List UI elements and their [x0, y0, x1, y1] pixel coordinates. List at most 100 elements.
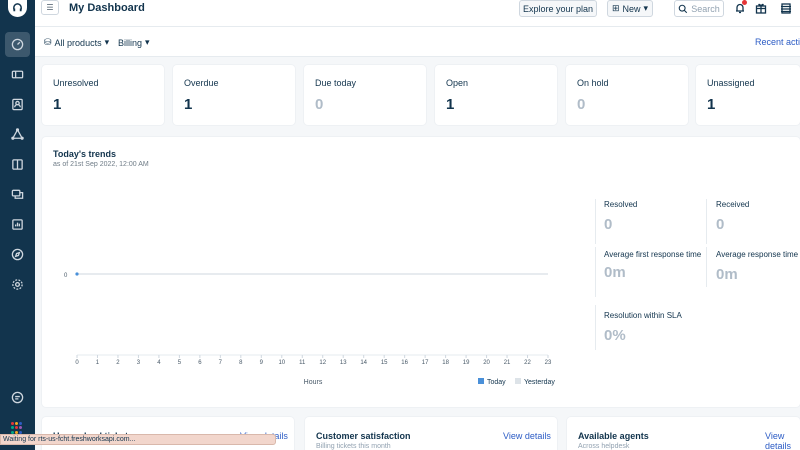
settings-gear-icon[interactable]: [5, 272, 30, 297]
metric-avg-response: Average response time 0m: [716, 249, 800, 283]
products-filter[interactable]: ⛁ All products ▾: [44, 37, 109, 48]
explore-plan-button[interactable]: Explore your plan: [519, 0, 597, 17]
stat-value: 0: [577, 96, 586, 113]
contacts-icon[interactable]: [5, 92, 30, 117]
stat-card-unresolved[interactable]: Unresolved 1: [42, 65, 164, 125]
x-tick-label: 13: [340, 360, 347, 366]
app-dot: [15, 430, 18, 434]
app-dot: [19, 426, 22, 430]
app-dot: [11, 430, 14, 434]
search-button[interactable]: Search: [674, 0, 724, 17]
groups-icon[interactable]: [5, 122, 30, 147]
x-tick-label: 1: [96, 360, 100, 366]
plus-box-icon: ⊞: [611, 3, 620, 13]
metric-value: 0m: [604, 264, 626, 281]
view-details-link[interactable]: View details: [503, 431, 551, 441]
reports-icon[interactable]: [5, 212, 30, 237]
today-data-point: [75, 272, 79, 276]
x-tick-label: 11: [299, 360, 306, 366]
metric-label: Received: [716, 200, 750, 209]
sidebar: [0, 0, 35, 450]
card-subtitle: Across helpdesk: [578, 443, 630, 450]
app-dot: [11, 422, 14, 425]
legend-label-yesterday: Yesterday: [524, 379, 555, 386]
x-tick-label: 18: [442, 360, 449, 366]
knowledge-base-icon[interactable]: [5, 152, 30, 177]
x-tick-label: 3: [137, 360, 141, 366]
stat-value: 1: [446, 96, 455, 113]
metric-value: 0m: [716, 266, 738, 283]
metric-label: Average first response time: [604, 250, 702, 259]
stat-label: Open: [446, 78, 469, 88]
group-filter[interactable]: Billing ▾: [118, 37, 150, 48]
search-icon: [678, 4, 688, 13]
page-title: My Dashboard: [69, 2, 145, 14]
metric-divider: [706, 247, 707, 287]
metric-divider: [706, 199, 707, 244]
app-switcher-icon[interactable]: [11, 422, 23, 434]
x-tick-label: 9: [260, 360, 264, 366]
customer-satisfaction-card: Customer satisfaction Billing tickets th…: [305, 417, 557, 450]
legend-label-today: Today: [487, 379, 506, 386]
app-dot: [11, 426, 14, 430]
metric-value: 0%: [604, 327, 626, 344]
x-tick-label: 5: [178, 360, 182, 366]
stat-value: 1: [53, 96, 62, 113]
x-tick-label: 2: [116, 360, 120, 366]
trends-line-chart: 00 1 2 3 4 5 6 7 8 9 10 11 12 13 14 15 16 17 18 19 20 21 22 23H…: [64, 272, 555, 386]
x-tick-label: 23: [545, 360, 552, 366]
metric-label: Resolution within SLA: [604, 311, 682, 320]
x-tick-label: 20: [483, 360, 490, 366]
view-details-link[interactable]: View details: [765, 431, 792, 450]
apps-menu-icon[interactable]: [778, 0, 794, 16]
stat-card-overdue[interactable]: Overdue 1: [173, 65, 295, 125]
stat-value: 1: [184, 96, 193, 113]
x-tick-label: 21: [504, 360, 511, 366]
explore-compass-icon[interactable]: [5, 242, 30, 267]
gift-icon[interactable]: [753, 0, 769, 16]
stat-card-on-hold[interactable]: On hold 0: [566, 65, 688, 125]
messages-icon[interactable]: [5, 385, 30, 410]
metric-received: Received 0: [716, 199, 800, 233]
x-tick-label: 16: [401, 360, 408, 366]
x-tick-label: 12: [319, 360, 326, 366]
metric-sla: Resolution within SLA 0%: [604, 310, 704, 344]
stat-card-due-today[interactable]: Due today 0: [304, 65, 426, 125]
stat-card-unassigned[interactable]: Unassigned 1: [696, 65, 800, 125]
metric-value: 0: [604, 216, 613, 233]
notification-dot: [742, 0, 747, 5]
app-dot: [19, 430, 22, 434]
trends-subtitle: as of 21st Sep 2022, 12:00 AM: [53, 161, 149, 168]
products-filter-label: All products: [54, 37, 102, 48]
metric-resolved: Resolved 0: [604, 199, 704, 233]
x-tick-label: 15: [381, 360, 388, 366]
dashboard-icon[interactable]: [5, 32, 30, 57]
stat-value: 0: [315, 96, 324, 113]
notifications-bell-icon[interactable]: [732, 0, 748, 16]
sidebar-toggle-button[interactable]: ☰: [41, 0, 59, 15]
chat-icon[interactable]: [5, 182, 30, 207]
x-tick-label: 7: [219, 360, 223, 366]
x-tick-label: 14: [360, 360, 367, 366]
legend-swatch-today: [478, 378, 484, 384]
stat-value: 1: [707, 96, 716, 113]
search-placeholder: Search: [691, 3, 720, 14]
recent-activity-link[interactable]: Recent activity: [755, 37, 800, 47]
tickets-icon[interactable]: [5, 62, 30, 87]
stat-label: Unassigned: [707, 78, 755, 88]
stat-card-open[interactable]: Open 1: [435, 65, 557, 125]
chevron-down-icon: ▾: [145, 37, 150, 47]
new-button[interactable]: ⊞ New ▾: [607, 0, 653, 17]
headset-logo-icon[interactable]: [8, 0, 27, 17]
browser-status-bar: Waiting for rts-us-fcht.freshworksapi.co…: [0, 434, 276, 445]
metric-divider: [595, 199, 596, 244]
y-tick-label: 0: [64, 273, 68, 279]
metric-first-response: Average first response time 0m: [604, 249, 702, 281]
metric-label: Resolved: [604, 200, 638, 209]
app-dot: [15, 426, 18, 430]
group-filter-label: Billing: [118, 37, 143, 48]
x-tick-label: 19: [463, 360, 470, 366]
product-icon: ⛁: [44, 37, 52, 47]
filter-bar: ⛁ All products ▾ Billing ▾ Recent activi…: [35, 27, 800, 57]
